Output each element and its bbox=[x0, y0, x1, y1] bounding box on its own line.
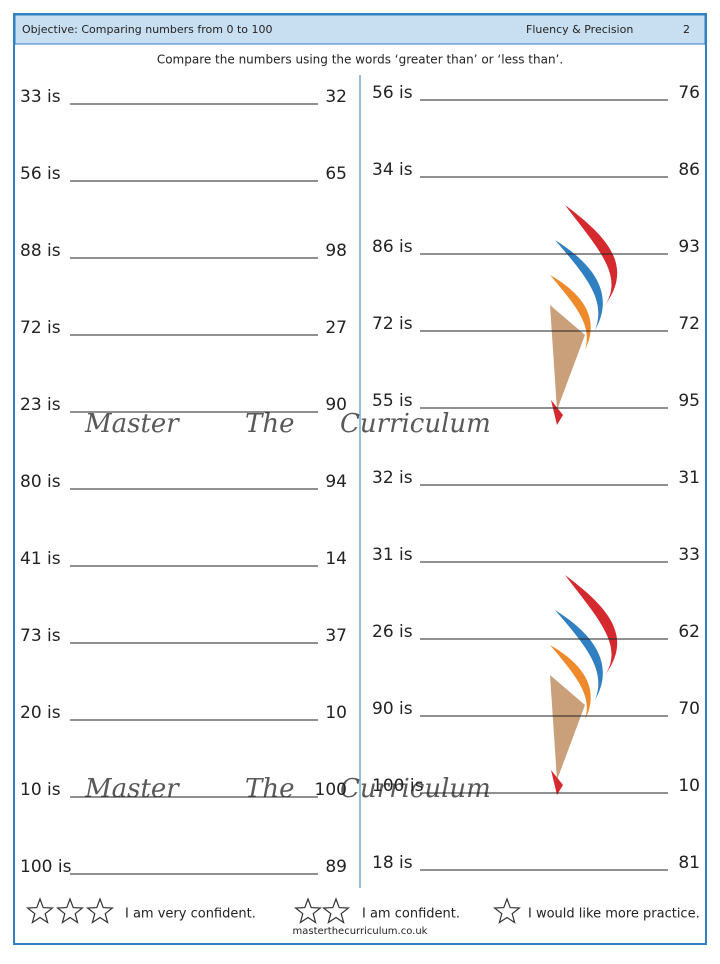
question-right: 72 bbox=[678, 314, 700, 334]
watermark: The bbox=[245, 774, 294, 804]
question-right: 14 bbox=[325, 549, 347, 569]
question-left: 18 is bbox=[372, 853, 413, 873]
star bbox=[85, 897, 115, 924]
objective: Objective: Comparing numbers from 0 to 1… bbox=[22, 23, 273, 36]
question-left: 32 is bbox=[372, 468, 413, 488]
question-left: 88 is bbox=[20, 241, 61, 261]
confidence-label: I am very confident. bbox=[125, 907, 256, 922]
question-right: 65 bbox=[325, 164, 347, 184]
question-right: 86 bbox=[678, 160, 700, 180]
question-left: 86 is bbox=[372, 237, 413, 257]
question-right: 10 bbox=[325, 703, 347, 723]
question-right: 27 bbox=[325, 318, 347, 338]
watermark: Curriculum bbox=[340, 409, 491, 439]
website: masterthecurriculum.co.uk bbox=[293, 926, 428, 937]
question-left: 20 is bbox=[20, 703, 61, 723]
question-right: 94 bbox=[325, 472, 347, 492]
star bbox=[293, 897, 323, 924]
question-right: 98 bbox=[325, 241, 347, 261]
question-left: 72 is bbox=[372, 314, 413, 334]
star bbox=[492, 897, 522, 924]
watermark: Master bbox=[84, 409, 180, 439]
question-left: 73 is bbox=[20, 626, 61, 646]
question-right: 76 bbox=[678, 83, 700, 103]
question-left: 100 is bbox=[20, 857, 72, 877]
question-left: 34 is bbox=[372, 160, 413, 180]
question-left: 10 is bbox=[20, 780, 61, 800]
question-right: 89 bbox=[325, 857, 347, 877]
question-left: 31 is bbox=[372, 545, 413, 565]
question-right: 93 bbox=[678, 237, 700, 257]
section: Fluency & Precision bbox=[526, 23, 633, 36]
confidence-label: I am confident. bbox=[362, 907, 460, 922]
question-left: 80 is bbox=[20, 472, 61, 492]
question-left: 56 is bbox=[20, 164, 61, 184]
question-left: 100 is bbox=[372, 776, 424, 796]
question-right: 100 bbox=[315, 780, 347, 800]
instruction: Compare the numbers using the words ‘gre… bbox=[157, 53, 563, 67]
question-right: 90 bbox=[325, 395, 347, 415]
watermark: Master bbox=[84, 774, 180, 804]
star bbox=[55, 897, 85, 924]
question-left: 33 is bbox=[20, 87, 61, 107]
question-right: 95 bbox=[678, 391, 700, 411]
confidence-label: I would like more practice. bbox=[528, 907, 700, 922]
question-right: 33 bbox=[678, 545, 700, 565]
question-right: 32 bbox=[325, 87, 347, 107]
question-left: 55 is bbox=[372, 391, 413, 411]
question-left: 26 is bbox=[372, 622, 413, 642]
page-number: 2 bbox=[683, 23, 690, 36]
question-right: 37 bbox=[325, 626, 347, 646]
question-right: 10 bbox=[678, 776, 700, 796]
question-left: 23 is bbox=[20, 395, 61, 415]
question-left: 72 is bbox=[20, 318, 61, 338]
question-right: 81 bbox=[678, 853, 700, 873]
watermark: Curriculum bbox=[340, 774, 491, 804]
logo bbox=[550, 575, 618, 795]
header-bar bbox=[14, 14, 706, 45]
question-left: 56 is bbox=[372, 83, 413, 103]
question-right: 70 bbox=[678, 699, 700, 719]
watermark: The bbox=[245, 409, 294, 439]
question-right: 62 bbox=[678, 622, 700, 642]
question-left: 41 is bbox=[20, 549, 61, 569]
star bbox=[25, 897, 55, 924]
question-left: 90 is bbox=[372, 699, 413, 719]
question-right: 31 bbox=[678, 468, 700, 488]
star bbox=[321, 897, 351, 924]
